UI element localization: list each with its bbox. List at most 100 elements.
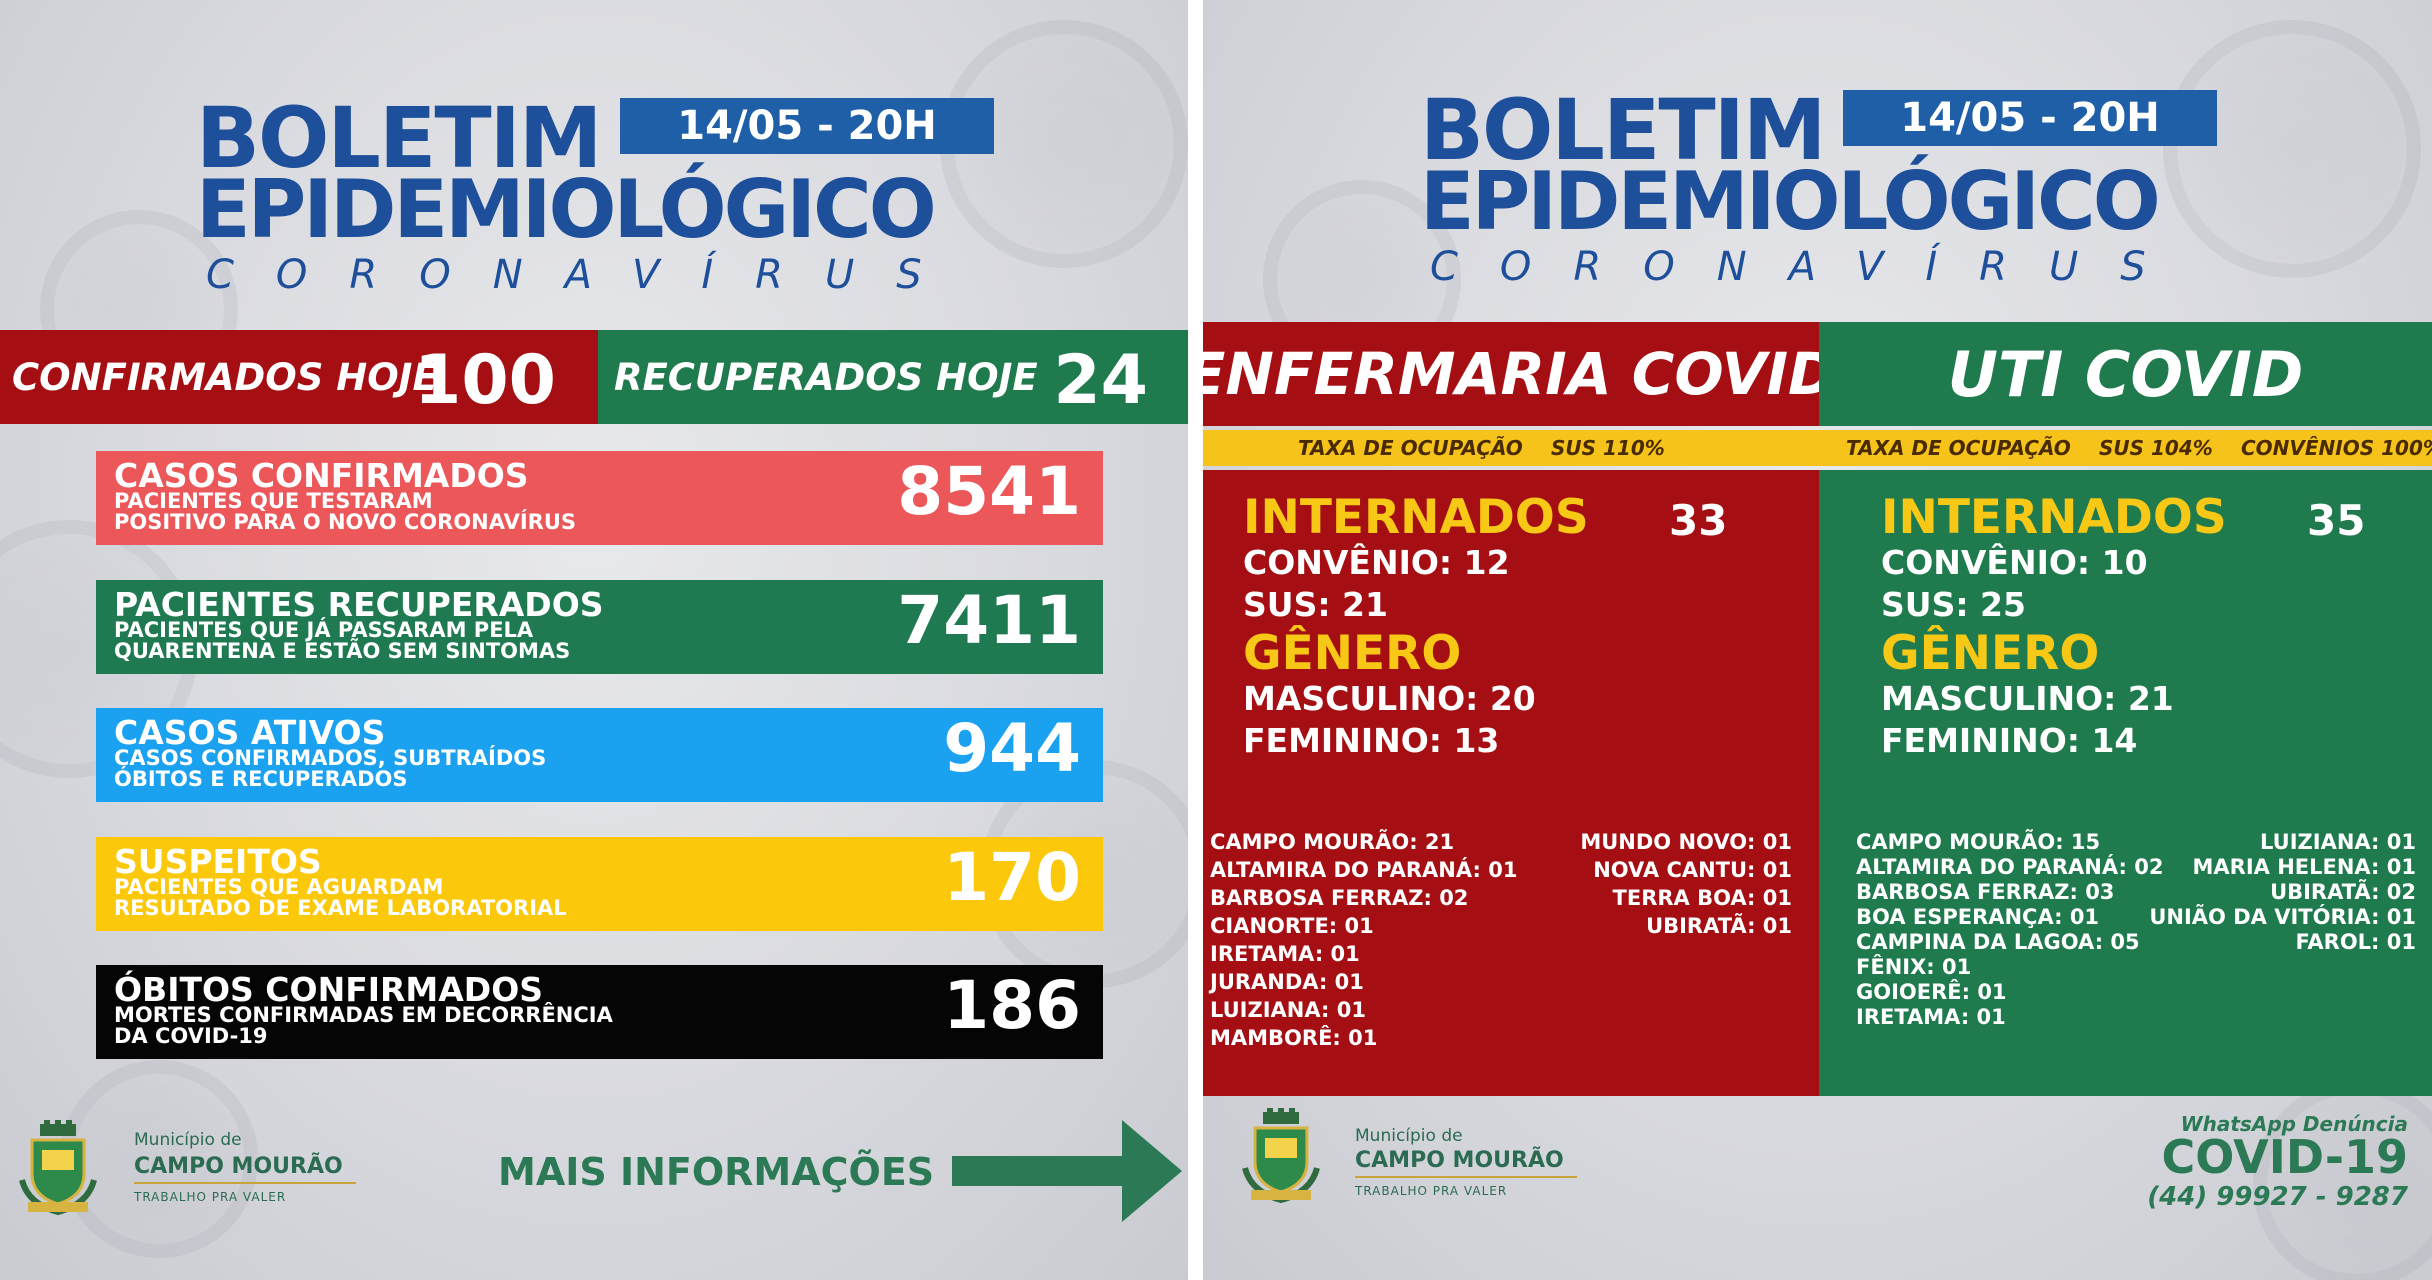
- city-count: BARBOSA FERRAZ: 03: [1856, 880, 2115, 904]
- occupancy-rate-bar: [1203, 430, 2432, 466]
- city-count: FAROL: 01: [2295, 930, 2416, 954]
- stat-title: CASOS ATIVOS: [114, 713, 386, 752]
- icu-rate-sus: SUS 104%: [2099, 436, 2213, 460]
- municipality-divider: [1355, 1176, 1577, 1178]
- confirmed-cases-bar: CASOS CONFIRMADOS PACIENTES QUE TESTARAM…: [96, 451, 1103, 545]
- city-count: MUNDO NOVO: 01: [1580, 830, 1792, 854]
- ward-internados-label: INTERNADOS: [1243, 490, 1589, 545]
- city-count: GOIOERÊ: 01: [1856, 980, 2007, 1004]
- city-count: CIANORTE: 01: [1210, 914, 1374, 938]
- city-count: ALTAMIRA DO PARANÁ: 02: [1856, 855, 2164, 879]
- icu-convenio: CONVÊNIO: 10: [1881, 543, 2148, 582]
- title-boletim: BOLETIM: [1420, 81, 1826, 179]
- title-boletim: BOLETIM: [196, 89, 602, 187]
- icu-masculino: MASCULINO: 21: [1881, 679, 2174, 718]
- suspected-cases-bar: SUSPEITOS PACIENTES QUE AGUARDAM RESULTAD…: [96, 837, 1103, 931]
- city-count: MAMBORÊ: 01: [1210, 1026, 1378, 1050]
- municipality-prefix: Município de: [134, 1130, 242, 1150]
- subtitle-coronavirus: CORONAVÍRUS: [1430, 244, 2188, 290]
- ward-body: INTERNADOS 33 CONVÊNIO: 12 SUS: 21 GÊNER…: [1203, 470, 1819, 1096]
- recovered-patients-bar: PACIENTES RECUPERADOS PACIENTES QUE JÁ P…: [96, 580, 1103, 674]
- stat-value: 8541: [897, 453, 1081, 530]
- icu-body: INTERNADOS 35 CONVÊNIO: 10 SUS: 25 GÊNER…: [1819, 470, 2432, 1096]
- city-count: JURANDA: 01: [1210, 970, 1364, 994]
- ward-covid-heading: ENFERMARIA COVID: [1203, 322, 1836, 426]
- city-count: UBIRATÃ: 02: [2270, 880, 2416, 904]
- arrow-right-icon[interactable]: [952, 1120, 1182, 1222]
- city-count: TERRA BOA: 01: [1612, 886, 1792, 910]
- ward-rate-sus: SUS 110%: [1551, 436, 1665, 460]
- city-count: ALTAMIRA DO PARANÁ: 01: [1210, 858, 1518, 882]
- stat-description: MORTES CONFIRMADAS EM DECORRÊNCIA DA COVI…: [114, 1003, 613, 1048]
- city-count: FÊNIX: 01: [1856, 955, 1972, 979]
- stat-description: PACIENTES QUE JÁ PASSARAM PELA QUARENTENA…: [114, 618, 571, 663]
- city-count: CAMPO MOURÃO: 15: [1856, 830, 2101, 854]
- ward-feminino: FEMININO: 13: [1243, 721, 1500, 760]
- ward-masculino: MASCULINO: 20: [1243, 679, 1536, 718]
- recovered-today-value: 24: [1053, 341, 1148, 420]
- stat-title: ÓBITOS CONFIRMADOS: [114, 970, 544, 1009]
- city-count: CAMPO MOURÃO: 21: [1210, 830, 1455, 854]
- stat-title: CASOS CONFIRMADOS: [114, 456, 529, 495]
- date-badge: 14/05 - 20H: [620, 98, 994, 154]
- city-count: UBIRATÃ: 01: [1646, 914, 1792, 938]
- whatsapp-denuncia-label: WhatsApp Denúncia: [2180, 1112, 2408, 1136]
- ward-genero-label: GÊNERO: [1243, 626, 1462, 681]
- ward-internados-value: 33: [1669, 496, 1728, 545]
- icu-internados-label: INTERNADOS: [1881, 490, 2227, 545]
- city-count: LUIZIANA: 01: [1210, 998, 1366, 1022]
- confirmed-today-label: CONFIRMADOS HOJE: [12, 355, 438, 399]
- stat-value: 186: [943, 967, 1081, 1044]
- icu-genero-label: GÊNERO: [1881, 626, 2100, 681]
- municipality-crest-icon: [1242, 1108, 1320, 1204]
- left-bulletin-panel: BOLETIM 14/05 - 20H EPIDEMIOLÓGICO CORON…: [0, 0, 1188, 1280]
- recovered-today-strip: RECUPERADOS HOJE 24: [598, 330, 1188, 424]
- city-count: IRETAMA: 01: [1856, 1005, 2006, 1029]
- whatsapp-covid-label: COVID-19: [2161, 1130, 2409, 1184]
- recovered-today-label: RECUPERADOS HOJE: [614, 355, 1038, 399]
- city-count: NOVA CANTU: 01: [1593, 858, 1792, 882]
- stat-title: SUSPEITOS: [114, 842, 322, 881]
- stat-description: PACIENTES QUE TESTARAM POSITIVO PARA O NO…: [114, 489, 576, 534]
- subtitle-coronavirus: CORONAVÍRUS: [206, 252, 964, 298]
- city-count: LUIZIANA: 01: [2260, 830, 2416, 854]
- stat-value: 944: [943, 710, 1081, 787]
- ward-sus: SUS: 21: [1243, 585, 1388, 624]
- icu-covid-heading: UTI COVID: [1819, 322, 2432, 426]
- stat-description: CASOS CONFIRMADOS, SUBTRAÍDOS ÓBITOS E RE…: [114, 746, 547, 791]
- virus-background-icon: [2163, 20, 2421, 278]
- active-cases-bar: CASOS ATIVOS CASOS CONFIRMADOS, SUBTRAÍD…: [96, 708, 1103, 802]
- stat-value: 7411: [897, 582, 1081, 659]
- title-epidemiologico: EPIDEMIOLÓGICO: [1420, 155, 2161, 248]
- stat-title: PACIENTES RECUPERADOS: [114, 585, 604, 624]
- icu-rate-convenios: CONVÊNIOS 100%: [2241, 436, 2432, 460]
- city-count: CAMPINA DA LAGOA: 05: [1856, 930, 2140, 954]
- municipality-divider: [134, 1182, 356, 1184]
- city-count: UNIÃO DA VITÓRIA: 01: [2149, 905, 2416, 929]
- municipality-crest-icon: [19, 1120, 97, 1216]
- icu-rate-label: TAXA DE OCUPAÇÃO: [1846, 436, 2071, 460]
- whatsapp-phone[interactable]: (44) 99927 - 9287: [2147, 1182, 2408, 1212]
- icu-internados-value: 35: [2307, 496, 2366, 545]
- confirmed-today-value: 100: [414, 341, 556, 420]
- deaths-confirmed-bar: ÓBITOS CONFIRMADOS MORTES CONFIRMADAS EM…: [96, 965, 1103, 1059]
- city-count: MARIA HELENA: 01: [2192, 855, 2417, 879]
- city-count: BOA ESPERANÇA: 01: [1856, 905, 2100, 929]
- municipality-name: CAMPO MOURÃO: [134, 1154, 343, 1179]
- municipality-tagline: TRABALHO PRA VALER: [1355, 1184, 1508, 1198]
- ward-convenio: CONVÊNIO: 12: [1243, 543, 1510, 582]
- date-badge: 14/05 - 20H: [1843, 90, 2217, 146]
- more-info-label: MAIS INFORMAÇÕES: [498, 1150, 935, 1194]
- city-count: IRETAMA: 01: [1210, 942, 1360, 966]
- confirmed-today-strip: CONFIRMADOS HOJE 100: [0, 330, 598, 424]
- stat-value: 170: [943, 839, 1081, 916]
- municipality-tagline: TRABALHO PRA VALER: [134, 1190, 287, 1204]
- icu-feminino: FEMININO: 14: [1881, 721, 2138, 760]
- city-count: BARBOSA FERRAZ: 02: [1210, 886, 1469, 910]
- title-epidemiologico: EPIDEMIOLÓGICO: [196, 163, 937, 256]
- right-bulletin-panel: BOLETIM 14/05 - 20H EPIDEMIOLÓGICO CORON…: [1203, 0, 2432, 1280]
- icu-sus: SUS: 25: [1881, 585, 2026, 624]
- municipality-name: CAMPO MOURÃO: [1355, 1148, 1564, 1173]
- municipality-prefix: Município de: [1355, 1126, 1463, 1146]
- stat-description: PACIENTES QUE AGUARDAM RESULTADO DE EXAME…: [114, 875, 567, 920]
